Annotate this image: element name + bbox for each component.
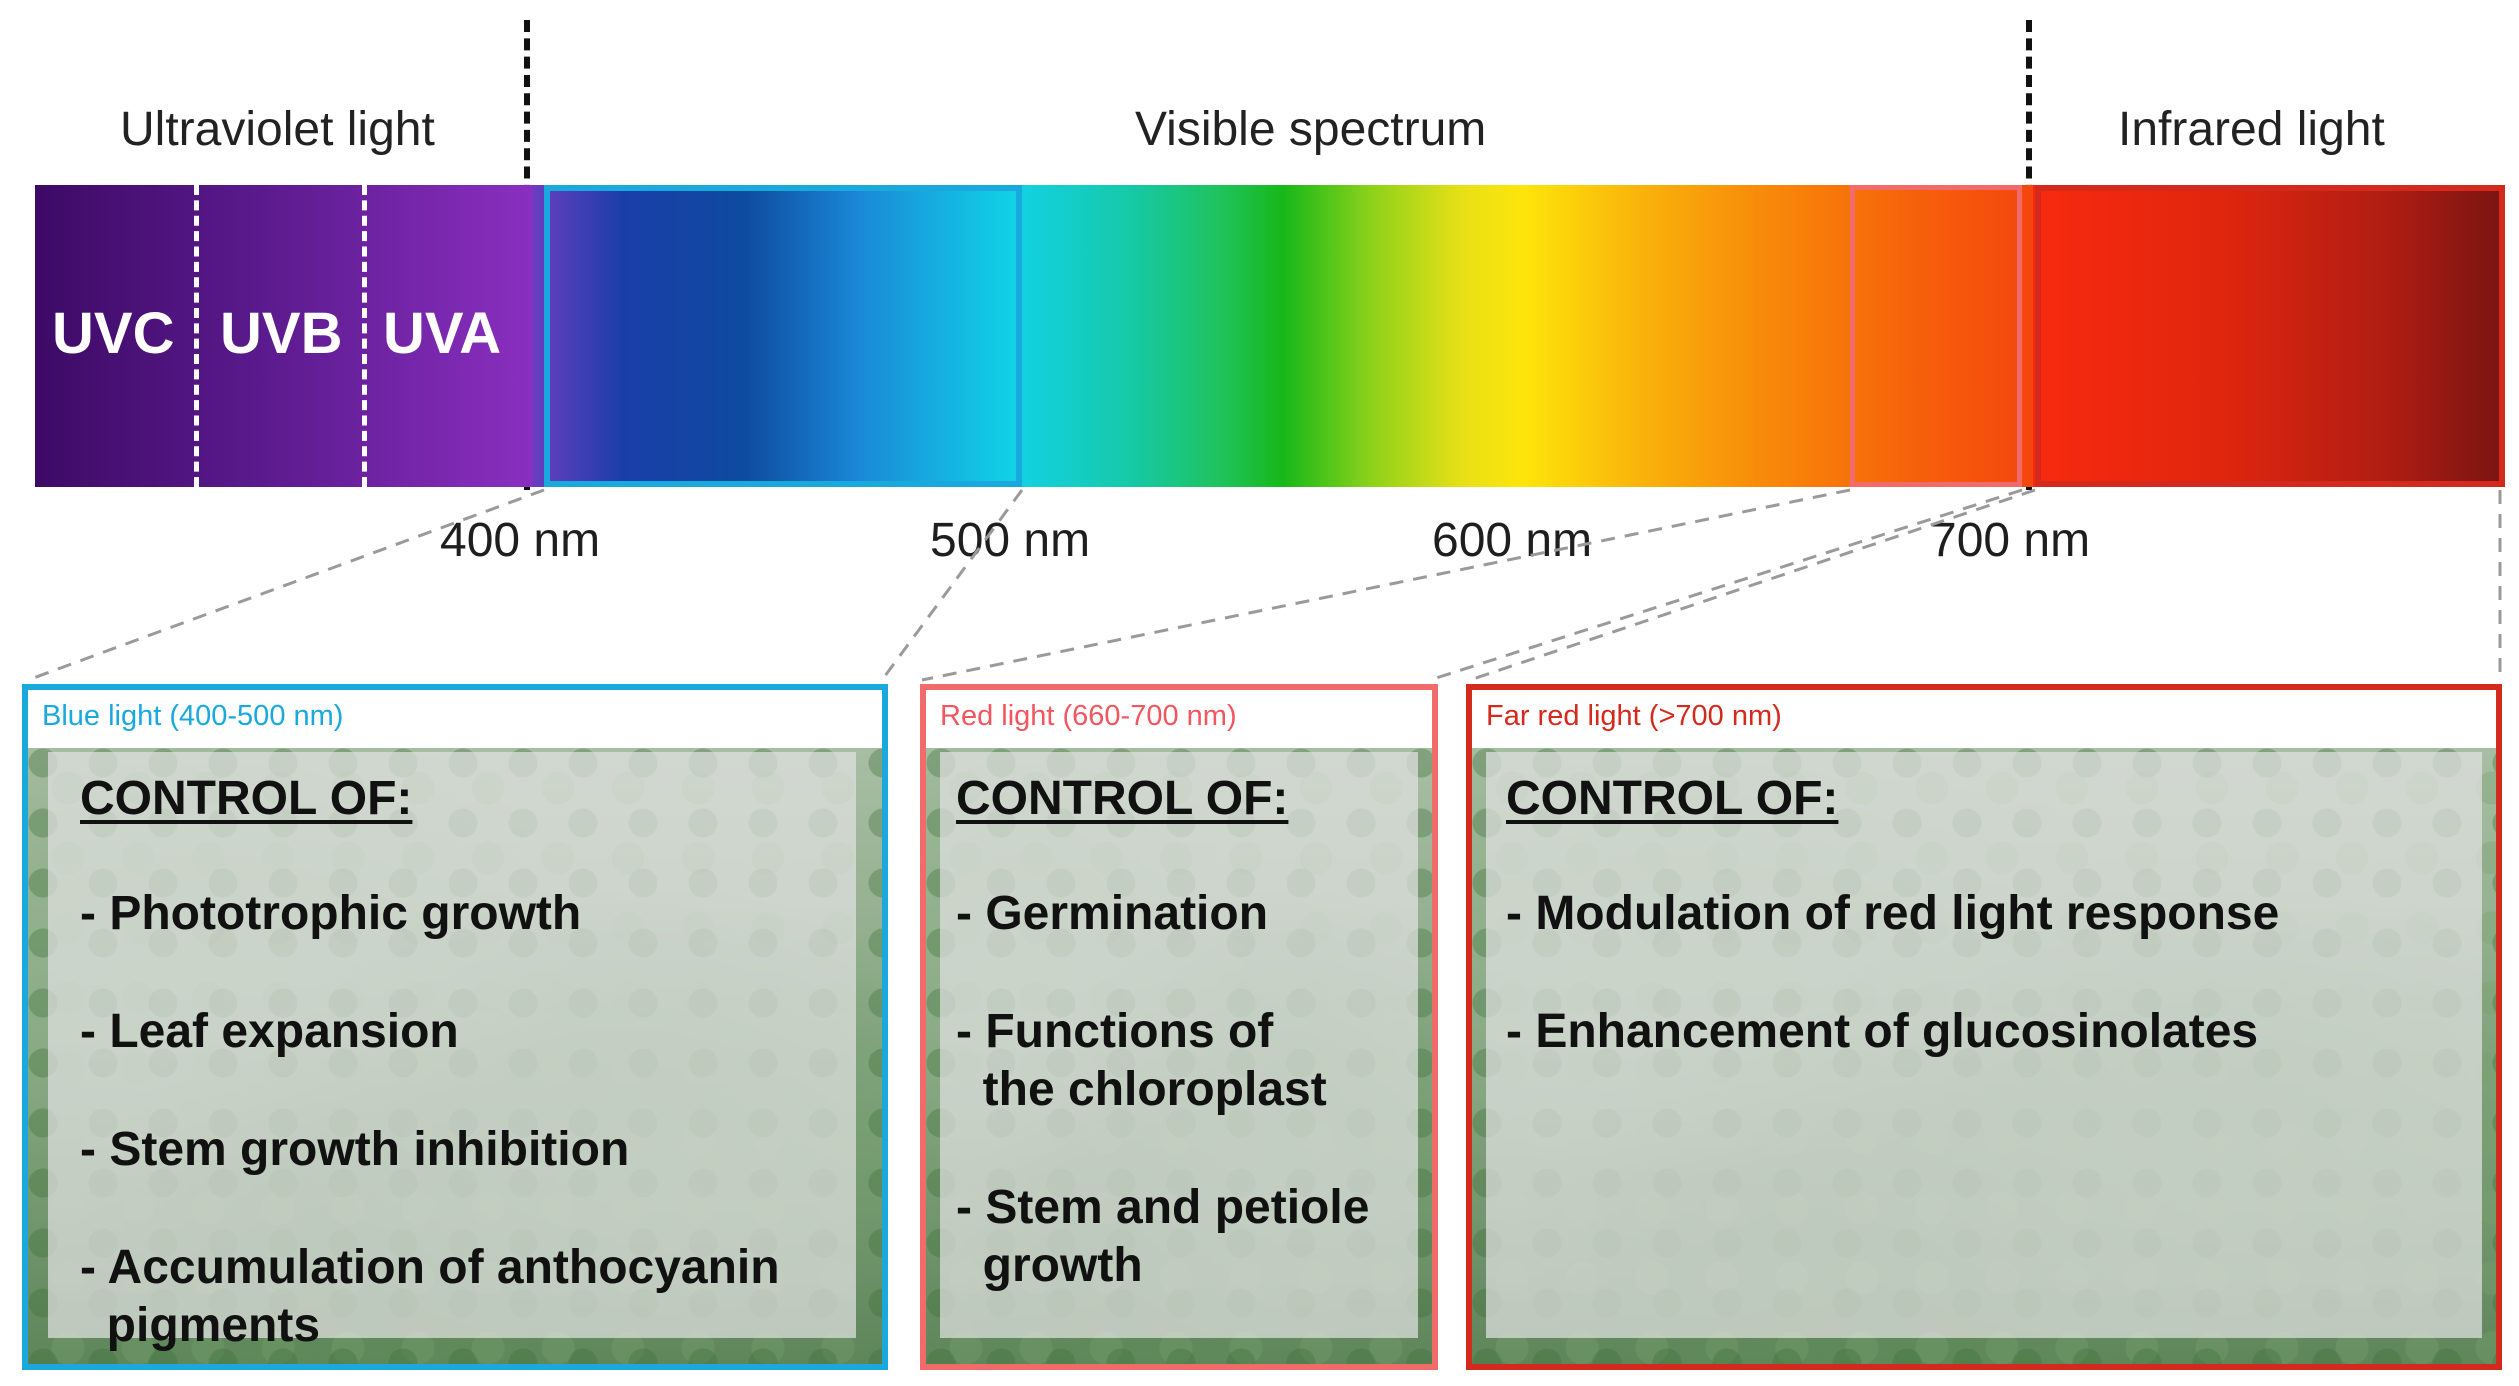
infrared-label: Infrared light xyxy=(2118,103,2385,156)
red-heading: CONTROL OF: xyxy=(956,772,1289,825)
visible-spectrum-label: Visible spectrum xyxy=(1135,103,1487,156)
blue-item: - Phototrophic growth xyxy=(80,887,582,940)
uvc-label: UVC xyxy=(52,301,175,366)
blue-item: - Leaf expansion xyxy=(80,1005,459,1058)
uvb-uva-divider xyxy=(362,185,367,487)
red-item: - Functions of xyxy=(956,1005,1274,1058)
blue-panel-title: Blue light (400-500 nm) xyxy=(42,700,344,732)
blue-light-panel: Blue light (400-500 nm) CONTROL OF: - Ph… xyxy=(22,684,888,1370)
uv-bar xyxy=(35,185,533,487)
blue-item: - Stem growth inhibition xyxy=(80,1123,630,1176)
far-red-item: - Enhancement of glucosinolates xyxy=(1506,1005,2259,1058)
blue-text-block: CONTROL OF: - Phototrophic growth - Leaf… xyxy=(80,770,780,1355)
far-red-text-block: CONTROL OF: - Modulation of red light re… xyxy=(1506,770,2279,1061)
far-red-range-frame xyxy=(2035,185,2505,487)
wavelength-700: 700 nm xyxy=(1930,514,2091,567)
far-red-heading: CONTROL OF: xyxy=(1506,772,1839,825)
blue-heading: CONTROL OF: xyxy=(80,772,413,825)
wavelength-500: 500 nm xyxy=(930,514,1091,567)
red-item: - Stem and petiole xyxy=(956,1181,1370,1234)
uva-label: UVA xyxy=(383,301,502,366)
far-red-light-panel: Far red light (>700 nm) CONTROL OF: - Mo… xyxy=(1466,684,2502,1370)
blue-connector-left xyxy=(27,488,545,682)
red-connector-right xyxy=(1429,488,2023,682)
red-connector-left xyxy=(921,488,1851,682)
red-range-frame xyxy=(1850,185,2022,487)
far-red-panel-title: Far red light (>700 nm) xyxy=(1486,700,1782,732)
text-overlay xyxy=(48,752,856,1338)
wavelength-400: 400 nm xyxy=(440,514,601,567)
uvc-uvb-divider xyxy=(194,185,199,487)
blue-item: pigments xyxy=(80,1299,321,1352)
far-red-item: - Modulation of red light response xyxy=(1506,887,2280,940)
red-item: - Germination xyxy=(956,887,1269,940)
red-light-panel: Red light (660-700 nm) CONTROL OF: - Ger… xyxy=(920,684,1438,1370)
blue-range-frame xyxy=(544,185,1022,487)
text-overlay xyxy=(940,752,1418,1338)
ultraviolet-label: Ultraviolet light xyxy=(120,103,435,156)
blue-connector-right xyxy=(880,489,1024,681)
visible-bar xyxy=(533,185,2033,487)
red-item: growth xyxy=(956,1239,1143,1292)
uvb-label: UVB xyxy=(220,301,343,366)
text-overlay xyxy=(1486,752,2482,1338)
blue-item: - Accumulation of anthocyanin xyxy=(80,1241,780,1294)
red-panel-title: Red light (660-700 nm) xyxy=(940,700,1237,732)
red-item: the chloroplast xyxy=(956,1063,1327,1116)
red-text-block: CONTROL OF: - Germination - Functions of… xyxy=(956,770,1369,1295)
infrared-bar xyxy=(2033,185,2503,487)
far-red-connector-left xyxy=(1469,488,2036,682)
